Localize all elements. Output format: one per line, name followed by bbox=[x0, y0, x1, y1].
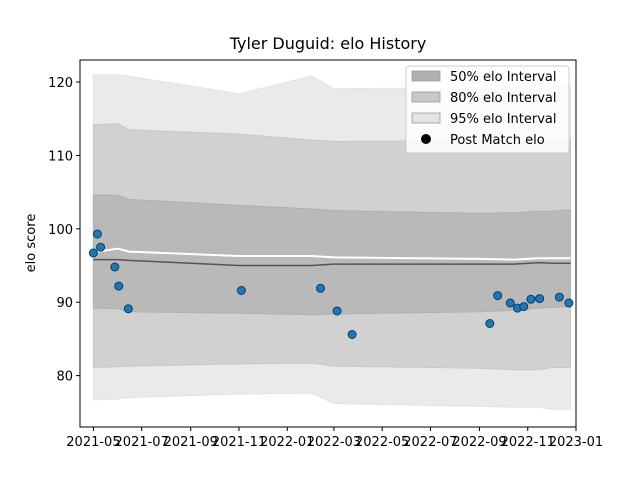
trend-lines bbox=[93, 247, 571, 267]
legend-label: 80% elo Interval bbox=[450, 91, 557, 106]
axes-frame bbox=[79, 59, 577, 428]
y-axis-label: elo score bbox=[24, 214, 39, 273]
y-tick-label: 110 bbox=[48, 149, 73, 164]
x-tick-label: 2021-07 bbox=[115, 435, 169, 450]
data-point bbox=[123, 304, 133, 314]
data-point bbox=[110, 262, 120, 272]
x-tick-label: 2022-05 bbox=[355, 435, 409, 450]
legend-label: Post Match elo bbox=[450, 133, 545, 148]
data-point bbox=[485, 319, 495, 328]
x-tick-label: 2022-01 bbox=[260, 435, 314, 450]
x-tick-label: 2021-09 bbox=[164, 435, 218, 450]
y-tick-label: 90 bbox=[56, 296, 73, 311]
x-tick-label: 2022-11 bbox=[501, 435, 555, 450]
legend-label: 95% elo Interval bbox=[450, 112, 557, 127]
data-point bbox=[96, 242, 106, 252]
data-point bbox=[535, 294, 545, 304]
data-point bbox=[519, 302, 529, 312]
y-tick-label: 80 bbox=[56, 370, 73, 385]
legend-swatch bbox=[411, 70, 441, 82]
data-point bbox=[505, 298, 515, 308]
interval-bands bbox=[92, 74, 571, 410]
data-point bbox=[332, 306, 342, 316]
data-point bbox=[316, 283, 325, 293]
y-tick-label: 100 bbox=[48, 223, 73, 238]
data-point bbox=[88, 248, 98, 258]
legend: 50% elo Interval 80% elo Interval 95% elo … bbox=[405, 65, 570, 154]
data-point bbox=[114, 281, 124, 291]
chart-title: Tyler Duguid: elo History bbox=[229, 34, 427, 53]
x-tick-label: 2021-05 bbox=[66, 435, 120, 450]
data-point bbox=[236, 286, 246, 295]
legend-label: 50% elo Interval bbox=[450, 70, 557, 85]
data-points bbox=[88, 229, 574, 339]
x-tick-label: 2022-09 bbox=[452, 435, 506, 450]
x-tick-label: 2022-07 bbox=[403, 435, 457, 450]
x-axis-ticks: 2021-052021-072021-092021-112022-012022-… bbox=[66, 427, 603, 450]
data-point bbox=[347, 330, 357, 339]
mean-line bbox=[93, 247, 571, 261]
x-tick-label: 2023-01 bbox=[549, 435, 603, 450]
data-point bbox=[493, 291, 503, 301]
data-point bbox=[564, 298, 574, 308]
legend-swatch bbox=[411, 91, 441, 103]
data-point bbox=[526, 294, 536, 304]
data-point bbox=[92, 229, 102, 239]
legend-marker bbox=[421, 134, 431, 144]
y-axis-ticks: 80 90 100 110 120 bbox=[48, 76, 80, 385]
legend-swatch bbox=[411, 112, 441, 124]
legend-box bbox=[405, 65, 570, 154]
x-tick-label: 2021-11 bbox=[212, 435, 266, 450]
y-tick-label: 120 bbox=[48, 76, 73, 91]
data-point bbox=[554, 292, 564, 302]
median-line bbox=[93, 258, 571, 267]
x-tick-label: 2022-03 bbox=[307, 435, 361, 450]
